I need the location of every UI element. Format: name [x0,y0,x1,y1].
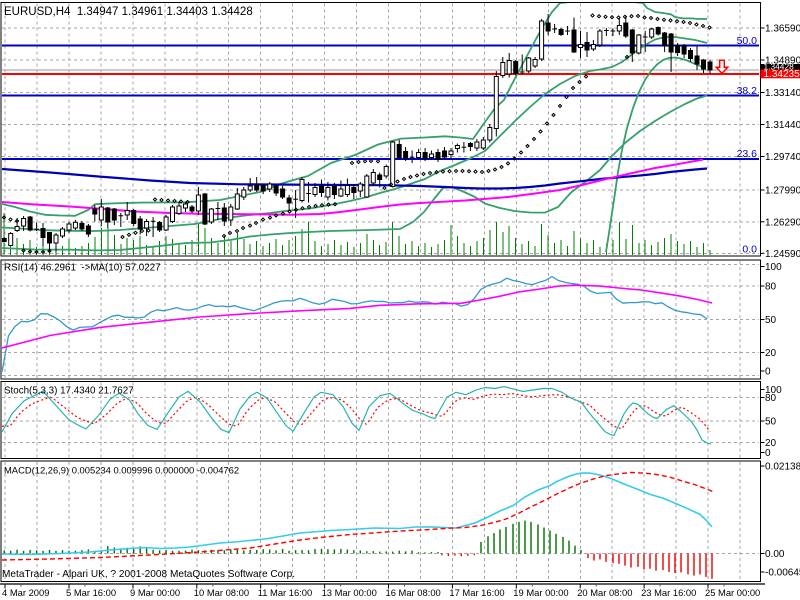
svg-text:0: 0 [765,448,771,459]
svg-text:10 Mar 08:00: 10 Mar 08:00 [194,587,249,598]
svg-text:80: 80 [765,393,777,404]
svg-text:1.24590: 1.24590 [765,249,800,260]
svg-text:50.0: 50.0 [737,35,758,47]
svg-text:1.29740: 1.29740 [765,152,800,163]
svg-text:50: 50 [765,315,777,326]
svg-text:0: 0 [765,367,771,378]
svg-text:9 Mar 00:00: 9 Mar 00:00 [130,587,180,598]
svg-text:80: 80 [765,282,777,293]
svg-text:1.34890: 1.34890 [765,56,800,67]
svg-text:20 Mar 08:00: 20 Mar 08:00 [577,587,632,598]
svg-text:MetaTrader - Alpari UK, ? 2001: MetaTrader - Alpari UK, ? 2001-2008 Meta… [2,569,295,580]
svg-text:1.34235: 1.34235 [764,69,800,80]
svg-text:16 Mar 08:00: 16 Mar 08:00 [386,587,441,598]
svg-text:19 Mar 00:00: 19 Mar 00:00 [513,587,568,598]
svg-text:RSI(14) 46.2961 ->MA(10) 57.0: RSI(14) 46.2961 ->MA(10) 57.0227 [4,263,161,274]
svg-text:20: 20 [765,438,777,449]
svg-text:100: 100 [765,385,782,396]
svg-text:1.33140: 1.33140 [765,88,800,99]
svg-text:20: 20 [765,348,777,359]
svg-text:13 Mar 00:00: 13 Mar 00:00 [322,587,377,598]
svg-text:4 Mar 2009: 4 Mar 2009 [2,587,49,598]
svg-text:0.0: 0.0 [742,244,757,256]
svg-text:1.26290: 1.26290 [765,217,800,228]
svg-text:11 Mar 16:00: 11 Mar 16:00 [258,587,313,598]
svg-text:25 Mar 00:00: 25 Mar 00:00 [705,587,760,598]
svg-text:-0.00645: -0.00645 [765,568,800,579]
svg-text:17 Mar 16:00: 17 Mar 16:00 [449,587,504,598]
svg-text:1.27990: 1.27990 [765,186,800,197]
svg-text:23 Mar 16:00: 23 Mar 16:00 [641,587,696,598]
svg-text:38.2: 38.2 [737,85,758,97]
svg-text:EURUSD,H4 1.34947 1.34961 1.3: EURUSD,H4 1.34947 1.34961 1.34403 1.3442… [4,6,253,18]
svg-text:5 Mar 16:00: 5 Mar 16:00 [66,587,116,598]
svg-text:1.36590: 1.36590 [765,24,800,35]
svg-text:100: 100 [765,262,782,273]
svg-text:1.31440: 1.31440 [765,120,800,131]
svg-text:50: 50 [765,417,777,428]
svg-text:Stoch(5,3,3) 17.4340 21.7627: Stoch(5,3,3) 17.4340 21.7627 [4,386,134,397]
svg-text:0.021381: 0.021381 [765,462,800,473]
svg-text:23.6: 23.6 [737,148,758,160]
svg-text:MACD(12,26,9) 0.005234 0.00999: MACD(12,26,9) 0.005234 0.009996 0.000000… [4,465,239,476]
svg-text:1.34428: 1.34428 [764,61,795,71]
svg-text:0.00: 0.00 [765,549,785,560]
